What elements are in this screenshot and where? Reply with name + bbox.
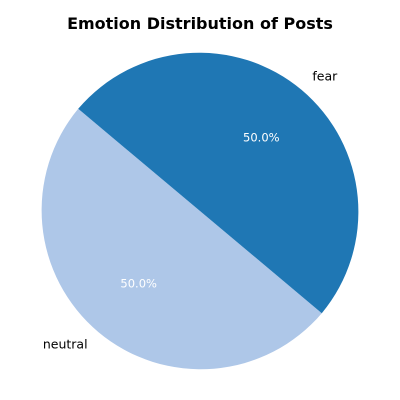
slice-label-neutral: neutral <box>43 336 88 351</box>
pie-group <box>41 52 359 370</box>
percent-label-neutral: 50.0% <box>120 277 157 291</box>
chart-title: Emotion Distribution of Posts <box>67 14 333 33</box>
label-group: neutral 50.0% fear 50.0% <box>43 69 338 352</box>
pie-slice-neutral <box>41 108 322 370</box>
pie-slice-fear <box>78 52 359 314</box>
percent-label-fear: 50.0% <box>243 130 280 144</box>
slice-label-fear: fear <box>312 69 338 84</box>
